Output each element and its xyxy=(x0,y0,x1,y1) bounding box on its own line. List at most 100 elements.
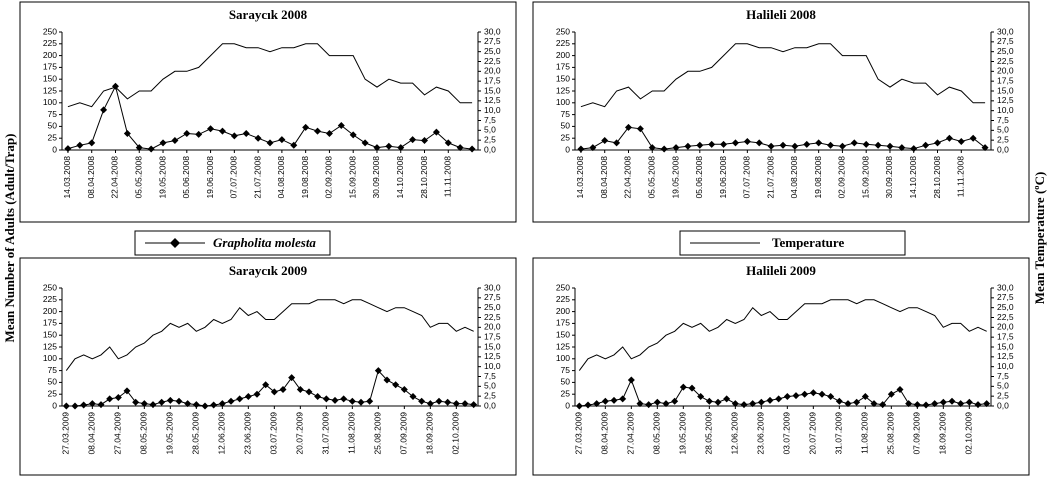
marker xyxy=(627,376,635,384)
y-tick-label: 175 xyxy=(556,62,570,72)
y2-tick-label: 2,5 xyxy=(484,134,496,144)
marker xyxy=(910,145,918,153)
y-tick-label: 225 xyxy=(556,38,570,48)
y-tick-label: 250 xyxy=(556,282,570,292)
x-tick-label: 05.06.2008 xyxy=(181,156,191,199)
marker xyxy=(357,398,365,406)
y-tick-label: 150 xyxy=(556,73,570,83)
x-tick-label: 14.03.2008 xyxy=(62,156,72,199)
marker xyxy=(195,130,203,138)
x-tick-label: 19.06.2008 xyxy=(718,156,728,199)
y-tick-label: 250 xyxy=(556,26,570,36)
y2-tick-label: 15,0 xyxy=(997,341,1014,351)
x-tick-label: 03.07.2009 xyxy=(269,412,279,455)
x-tick-label: 19.05.2009 xyxy=(678,412,688,455)
marker xyxy=(653,398,661,406)
marker xyxy=(645,401,653,409)
x-tick-label: 11.11.2008 xyxy=(956,156,966,198)
marker xyxy=(835,397,843,405)
y2-tick-label: 22,5 xyxy=(484,312,501,322)
y-tick-label: 75 xyxy=(561,365,571,375)
marker xyxy=(934,139,942,147)
y2-tick-label: 17,5 xyxy=(484,75,501,85)
x-tick-label: 08.05.2009 xyxy=(652,412,662,455)
marker xyxy=(314,127,322,135)
y-tick-label: 0 xyxy=(565,400,570,410)
y-tick-label: 25 xyxy=(48,132,58,142)
marker xyxy=(974,401,982,409)
y-tick-label: 50 xyxy=(48,377,58,387)
marker xyxy=(452,400,460,408)
marker xyxy=(577,145,585,153)
x-tick-label: 07.09.2009 xyxy=(399,412,409,455)
marker xyxy=(613,139,621,147)
y2-tick-label: 12,5 xyxy=(484,351,501,361)
x-tick-label: 14.03.2008 xyxy=(575,156,585,199)
marker xyxy=(97,401,105,409)
y-tick-label: 175 xyxy=(556,318,570,328)
marker xyxy=(254,134,262,142)
x-tick-label: 28.10.2008 xyxy=(419,156,429,199)
marker xyxy=(648,144,656,152)
marker xyxy=(227,397,235,405)
marker xyxy=(456,144,464,152)
marker xyxy=(397,144,405,152)
marker xyxy=(262,381,270,389)
marker xyxy=(688,384,696,392)
x-tick-label: 14.10.2008 xyxy=(908,156,918,199)
marker xyxy=(584,401,592,409)
x-tick-label: 08.05.2009 xyxy=(139,412,149,455)
y2-tick-label: 2,5 xyxy=(997,134,1009,144)
x-tick-label: 22.04.2008 xyxy=(623,156,633,199)
marker xyxy=(266,139,274,147)
y2-tick-label: 25,0 xyxy=(484,46,501,56)
marker xyxy=(945,134,953,142)
marker xyxy=(236,395,244,403)
y-tick-label: 200 xyxy=(556,306,570,316)
marker xyxy=(697,393,705,401)
marker xyxy=(305,388,313,396)
y2-tick-label: 5,0 xyxy=(484,381,496,391)
marker xyxy=(279,385,287,393)
marker xyxy=(662,400,670,408)
marker xyxy=(957,400,965,408)
marker xyxy=(432,128,440,136)
marker xyxy=(218,127,226,135)
marker xyxy=(159,139,167,147)
marker xyxy=(385,142,393,150)
y2-tick-label: 10,0 xyxy=(997,361,1014,371)
y2-tick-label: 10,0 xyxy=(484,361,501,371)
y-tick-label: 25 xyxy=(561,388,571,398)
marker xyxy=(619,395,627,403)
marker xyxy=(76,141,84,149)
x-tick-label: 19.05.2008 xyxy=(670,156,680,199)
y-tick-label: 0 xyxy=(52,144,57,154)
marker xyxy=(123,387,131,395)
panel-frame xyxy=(532,257,1030,476)
x-tick-label: 12.06.2009 xyxy=(217,412,227,455)
marker xyxy=(957,138,965,146)
y-tick-label: 200 xyxy=(556,50,570,60)
marker xyxy=(965,398,973,406)
marker xyxy=(140,400,148,408)
y-tick-label: 25 xyxy=(48,388,58,398)
marker xyxy=(192,401,200,409)
y2-tick-label: 20,0 xyxy=(484,66,501,76)
y2-tick-label: 20,0 xyxy=(484,322,501,332)
x-tick-label: 31.07.2009 xyxy=(321,412,331,455)
marker xyxy=(969,134,977,142)
x-tick-label: 19.08.2008 xyxy=(813,156,823,199)
x-tick-label: 14.10.2008 xyxy=(395,156,405,199)
y2-tick-label: 5,0 xyxy=(997,125,1009,135)
x-tick-label: 21.07.2008 xyxy=(252,156,262,199)
x-tick-label: 15.09.2008 xyxy=(347,156,357,199)
x-tick-label: 27.03.2009 xyxy=(574,412,584,455)
y2-tick-label: 22,5 xyxy=(484,56,501,66)
x-tick-label: 22.04.2008 xyxy=(110,156,120,199)
marker xyxy=(905,400,913,408)
marker xyxy=(88,400,96,408)
marker xyxy=(166,396,174,404)
x-tick-label: 08.04.2009 xyxy=(87,412,97,455)
x-tick-label: 28.05.2009 xyxy=(191,412,201,455)
marker xyxy=(809,389,817,397)
